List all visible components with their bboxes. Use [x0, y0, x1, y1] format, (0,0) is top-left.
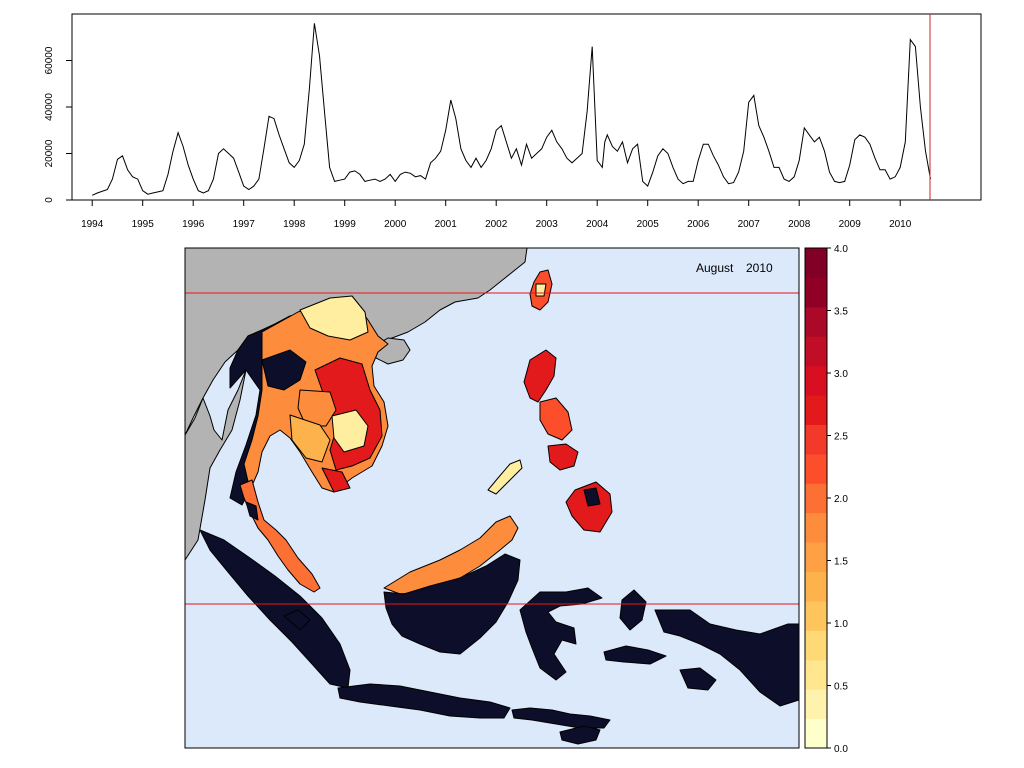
x-tick-label: 2008	[788, 219, 811, 230]
series-line	[91, 23, 931, 196]
legend-swatch	[805, 424, 827, 455]
legend-tick-label: 4.0	[834, 244, 848, 255]
halmahera-island	[619, 589, 647, 631]
legend-swatch	[805, 483, 827, 514]
legend-swatch	[805, 689, 827, 720]
x-tick-label: 2001	[435, 219, 458, 230]
visayas-islands	[539, 397, 573, 441]
legend-swatch	[805, 600, 827, 631]
x-tick-label: 1996	[182, 219, 205, 230]
visayas-south	[547, 443, 579, 471]
time-series-chart: 1994 1995 1996 1997 1998 1999 2000 2001 2002 2003…	[44, 13, 982, 230]
vietnam-highland-region	[331, 409, 369, 453]
legend-swatch	[805, 395, 827, 425]
legend-tick-label: 1.0	[834, 619, 848, 630]
x-tick-label: 1995	[132, 219, 155, 230]
legend-tick-label: 2.0	[834, 494, 848, 505]
mekong-delta-region	[321, 467, 351, 493]
legend-swatch	[805, 659, 827, 690]
x-tick-label: 2010	[889, 219, 912, 230]
mindanao-dark-region	[583, 487, 601, 507]
legend-swatch	[805, 542, 827, 573]
sulawesi-island	[519, 587, 603, 681]
northern-vietnam-region	[299, 295, 369, 341]
seram-island	[603, 645, 667, 665]
y-tick-label: 0	[44, 197, 55, 203]
aru-islands	[679, 667, 717, 691]
luzon-island	[523, 349, 557, 403]
legend-swatch	[805, 512, 827, 543]
legend-tick-label: 3.5	[834, 307, 848, 318]
southeast-asia-map: August 2010 0.0 0.5 1.0 1.5 2.0 2.5 3.0 3.5 4.0	[184, 244, 848, 755]
malay-peninsula	[239, 479, 321, 593]
x-tick-label: 1997	[233, 219, 256, 230]
laos-dark-region	[261, 349, 307, 391]
thailand-east-region	[289, 414, 331, 463]
x-tick-label: 1998	[283, 219, 306, 230]
y-tick-label: 20000	[44, 139, 55, 167]
java-island	[337, 683, 511, 719]
x-tick-label: 2003	[536, 219, 559, 230]
map-frame	[184, 247, 800, 749]
riau-islands	[283, 609, 311, 631]
legend-tick-label: 0.0	[834, 744, 848, 755]
date-label-year: 2010	[746, 261, 773, 275]
legend-swatch	[805, 365, 827, 396]
legend-swatch	[805, 453, 827, 484]
legend-tick-label: 0.5	[834, 682, 848, 693]
legend-swatch	[805, 306, 827, 337]
x-tick-label: 1999	[334, 219, 357, 230]
new-guinea-island	[654, 609, 799, 707]
legend-swatch	[805, 718, 827, 749]
mindanao-island	[565, 481, 613, 533]
x-tick-label: 2000	[384, 219, 407, 230]
date-label-month: August	[696, 261, 734, 275]
legend-swatch	[805, 248, 827, 278]
x-tick-label: 2007	[738, 219, 761, 230]
timor-island	[559, 725, 601, 745]
legend-swatch	[805, 630, 827, 661]
x-tick-label: 2005	[637, 219, 660, 230]
x-tick-label: 2006	[687, 219, 710, 230]
peninsula-dark-region	[245, 501, 259, 521]
x-tick-label: 2004	[586, 219, 609, 230]
cambodia-region	[297, 389, 337, 427]
y-tick-label: 40000	[44, 93, 55, 121]
legend-swatch	[805, 571, 827, 602]
palawan-island	[487, 459, 523, 495]
map-features	[185, 248, 799, 745]
legend-swatch	[805, 336, 827, 367]
lesser-sunda-islands	[511, 707, 611, 729]
legend-tick-label: 3.0	[834, 369, 848, 380]
x-tick-label: 1994	[81, 219, 104, 230]
legend-swatch	[805, 277, 827, 308]
legend-tick-label: 1.5	[834, 557, 848, 568]
plot-frame	[71, 13, 982, 201]
legend-tick-label: 2.5	[834, 432, 848, 443]
x-tick-label: 2002	[485, 219, 508, 230]
taiwan-region	[535, 283, 547, 297]
y-tick-label: 60000	[44, 46, 55, 74]
x-tick-label: 2009	[839, 219, 862, 230]
